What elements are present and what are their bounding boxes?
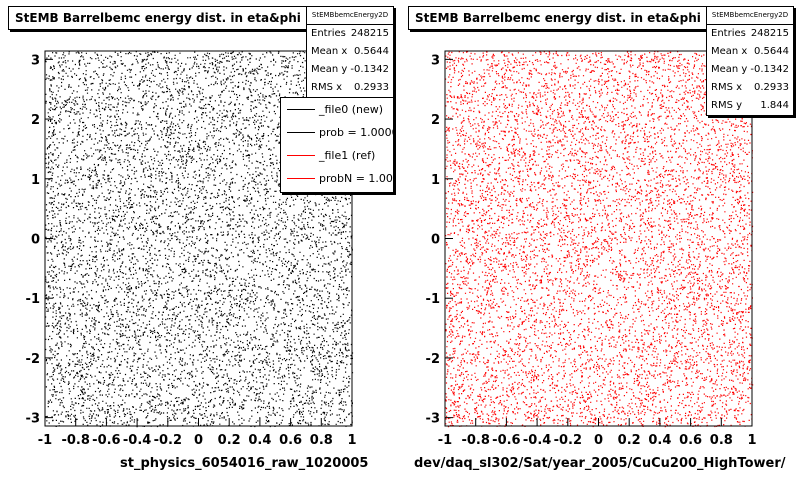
y-tick-label: -3 xyxy=(426,412,440,427)
x-tick-label: -0.4 xyxy=(523,433,551,448)
x-tick-label: 0.6 xyxy=(679,433,702,448)
left-x-axis-label: st_physics_6054016_raw_1020005 xyxy=(120,456,369,471)
stats-row: Entries 248215 xyxy=(707,25,793,43)
stats-value: -0.1342 xyxy=(350,64,389,75)
stats-row: Mean x 0.5644 xyxy=(707,43,793,61)
y-tick-label: 0 xyxy=(431,233,440,248)
y-tick-label: 2 xyxy=(31,113,40,128)
x-tick-label: 0.4 xyxy=(248,433,271,448)
x-tick-label: -0.6 xyxy=(492,433,520,448)
y-tick-label: -2 xyxy=(26,352,40,367)
legend-entry-new: _file0 (new) xyxy=(281,98,393,121)
x-tick-label: 0.8 xyxy=(710,433,733,448)
stats-label: RMS x xyxy=(711,82,743,93)
stats-value: 248215 xyxy=(750,28,789,39)
left-scatter-chart: -1 -0.8 -0.6 -0.4 -0.2 0 0.2 0.4 0.6 0.8 1 -3 -2 -1 0 1… xyxy=(26,50,357,448)
legend-label: _file0 (new) xyxy=(319,103,384,116)
stats-label: Mean y xyxy=(711,64,748,75)
x-tick-label: -0.8 xyxy=(461,433,489,448)
stats-value: -0.1342 xyxy=(750,64,789,75)
y-tick-label: 1 xyxy=(31,173,40,188)
x-tick-label: 0.2 xyxy=(618,433,641,448)
x-tick-label: -0.2 xyxy=(154,433,182,448)
x-tick-label: 0.2 xyxy=(218,433,241,448)
right-x-axis-label: dev/daq_sl302/Sat/year_2005/CuCu200_High… xyxy=(414,456,786,471)
legend-line-black xyxy=(287,109,315,110)
stats-value: 0.2933 xyxy=(754,82,789,93)
x-tick-label: 0 xyxy=(594,433,603,448)
y-tick-label: 2 xyxy=(431,113,440,128)
left-stats-name: StEMBbemcEnergy2D xyxy=(307,7,393,25)
x-tick-label: 1 xyxy=(347,433,356,448)
stats-label: Mean y xyxy=(311,64,348,75)
legend-line-red xyxy=(287,178,315,179)
stats-value: 0.5644 xyxy=(754,46,789,57)
left-pad: -1 -0.8 -0.6 -0.4 -0.2 0 0.2 0.4 0.6 0.8 1 -3 -2 -1 0 1… xyxy=(8,6,394,471)
y-tick-label: 0 xyxy=(31,233,40,248)
legend-label: probN = 1.000000 xyxy=(319,172,393,185)
legend-entry-ref: _file1 (ref) xyxy=(281,144,393,167)
x-tick-label: -1 xyxy=(438,433,452,448)
x-tick-label: -1 xyxy=(38,433,52,448)
stats-label: Entries xyxy=(711,28,746,39)
stats-label: Mean x xyxy=(311,46,348,57)
y-tick-label: -1 xyxy=(426,292,440,307)
x-tick-label: -0.2 xyxy=(554,433,582,448)
x-tick-label: 0.6 xyxy=(279,433,302,448)
x-tick-label: 0 xyxy=(194,433,203,448)
left-stats-box: StEMBbemcEnergy2D Entries 248215 Mean x 0.… xyxy=(306,6,394,98)
stats-row: Entries 248215 xyxy=(307,25,393,43)
stats-value: 248215 xyxy=(350,28,389,39)
x-tick-label: -0.8 xyxy=(61,433,89,448)
y-tick-label: -2 xyxy=(426,352,440,367)
stats-value: 1.844 xyxy=(760,100,789,111)
y-tick-label: 1 xyxy=(431,173,440,188)
right-scatter-chart: -1 -0.8 -0.6 -0.4 -0.2 0 0.2 0.4 0.6 0.8 1 -3 -2 -1 0 1… xyxy=(426,50,757,448)
left-chart-title: StEMB Barrelbemc energy dist. in eta&phi xyxy=(8,6,308,30)
legend-line-red xyxy=(287,155,315,156)
legend-line-black xyxy=(287,132,315,133)
legend-entry-probn: probN = 1.000000 xyxy=(281,167,393,190)
y-tick-label: 3 xyxy=(31,53,40,68)
right-chart-title: StEMB Barrelbemc energy dist. in eta&phi xyxy=(408,6,708,30)
x-tick-label: -0.4 xyxy=(123,433,151,448)
y-tick-label: 3 xyxy=(431,53,440,68)
legend-box: _file0 (new) prob = 1.000000 _file1 (ref… xyxy=(280,97,394,193)
stats-row: Mean y -0.1342 xyxy=(307,61,393,79)
stats-row: RMS x 0.2933 xyxy=(707,79,793,97)
x-tick-label: 1 xyxy=(747,433,756,448)
legend-label: prob = 1.000000 xyxy=(319,126,393,139)
legend-label: _file1 (ref) xyxy=(319,149,376,162)
stats-label: Entries xyxy=(311,28,346,39)
stats-row: Mean x 0.5644 xyxy=(307,43,393,61)
stats-row: Mean y -0.1342 xyxy=(707,61,793,79)
stats-label: RMS y xyxy=(711,100,743,111)
y-tick-label: -1 xyxy=(26,292,40,307)
stats-row: RMS y 1.844 xyxy=(707,97,793,115)
right-pad: -1 -0.8 -0.6 -0.4 -0.2 0 0.2 0.4 0.6 0.8 1 -3 -2 -1 0 1… xyxy=(400,0,800,480)
stats-label: Mean x xyxy=(711,46,748,57)
legend-entry-prob: prob = 1.000000 xyxy=(281,121,393,144)
x-tick-label: -0.6 xyxy=(92,433,120,448)
stats-row: RMS x 0.2933 xyxy=(307,79,393,97)
stats-value: 0.5644 xyxy=(354,46,389,57)
x-tick-label: 0.4 xyxy=(648,433,671,448)
y-tick-label: -3 xyxy=(26,412,40,427)
data-point-cloud xyxy=(445,51,754,428)
x-tick-label: 0.8 xyxy=(310,433,333,448)
stats-value: 0.2933 xyxy=(354,82,389,93)
stats-label: RMS x xyxy=(311,82,343,93)
right-stats-box: StEMBbemcEnergy2D Entries 248215 Mean x 0.… xyxy=(706,6,794,116)
right-stats-name: StEMBbemcEnergy2D xyxy=(707,7,793,25)
data-point-cloud xyxy=(45,51,354,428)
